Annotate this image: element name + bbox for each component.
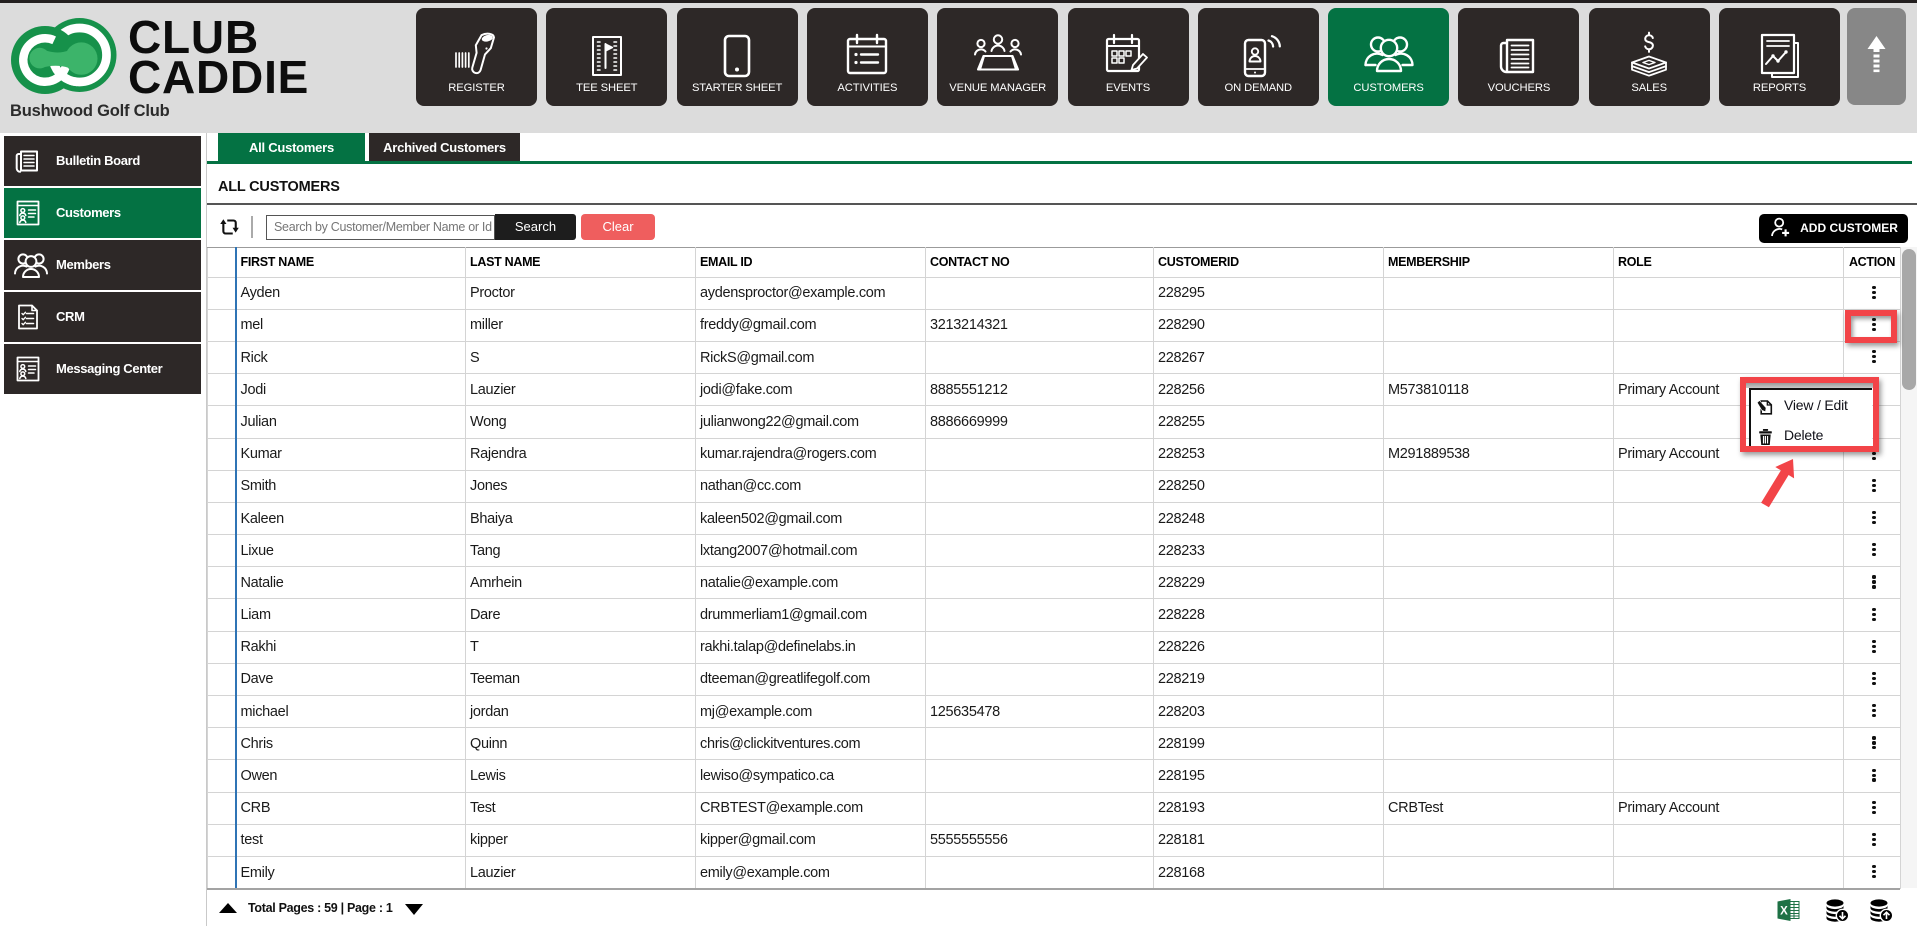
svg-text:X: X	[1780, 906, 1788, 918]
